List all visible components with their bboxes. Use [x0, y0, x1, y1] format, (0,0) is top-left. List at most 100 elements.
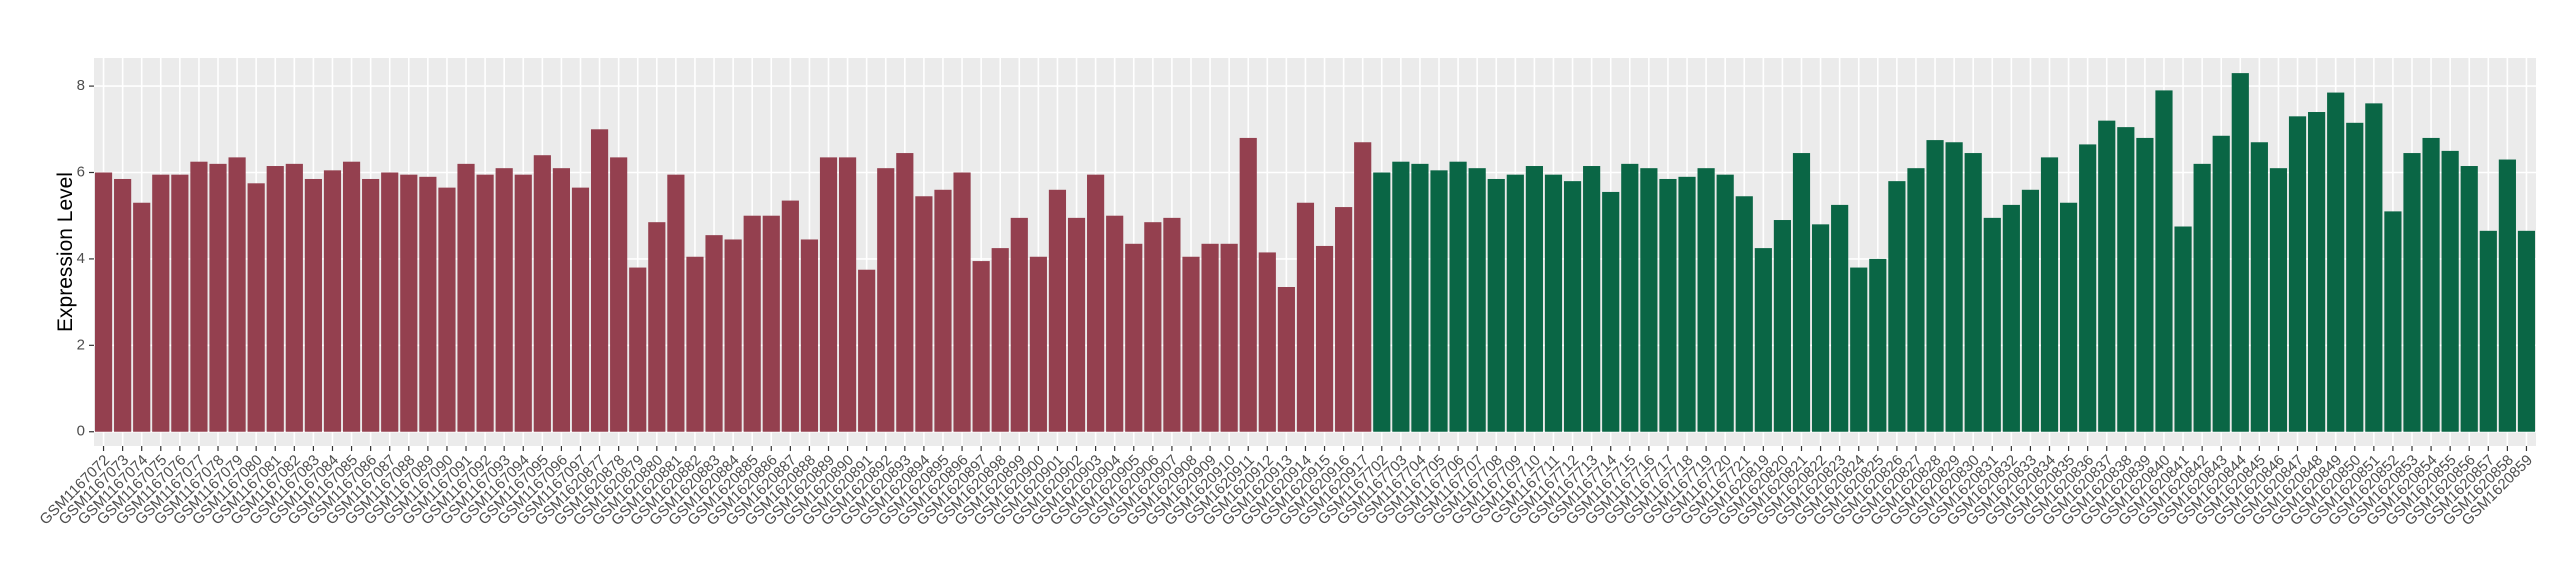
bar	[571, 187, 590, 432]
bar	[877, 168, 895, 432]
bar	[2136, 137, 2154, 432]
bar	[1029, 256, 1047, 432]
bar	[2212, 135, 2230, 432]
y-tick-label: 6	[77, 163, 85, 180]
bar	[247, 183, 265, 432]
bar	[1659, 178, 1677, 432]
y-tick-label: 2	[77, 336, 85, 353]
y-axis-label: Expression Level	[54, 172, 77, 332]
bar	[2250, 142, 2268, 432]
bar	[495, 168, 513, 432]
bar	[1354, 142, 1372, 432]
bar	[1716, 174, 1734, 432]
bar	[1583, 166, 1601, 432]
bar	[2231, 73, 2249, 432]
bar	[2288, 116, 2307, 432]
bar	[1735, 196, 1753, 432]
bar	[953, 172, 971, 432]
y-tick-label: 4	[77, 250, 85, 267]
bar	[1182, 256, 1200, 432]
bar	[1907, 168, 1925, 432]
bar	[1811, 224, 1830, 432]
bar	[552, 168, 570, 432]
bar	[839, 157, 857, 432]
bar	[228, 157, 246, 432]
bar	[2040, 157, 2059, 432]
bar	[1678, 176, 1696, 432]
bar	[762, 215, 780, 432]
bar	[667, 174, 685, 432]
bar	[991, 248, 1009, 432]
bar	[2441, 150, 2459, 432]
bar	[342, 161, 361, 432]
bar	[2498, 159, 2516, 432]
bar	[1754, 248, 1772, 432]
bar	[2174, 226, 2192, 432]
bar	[381, 172, 399, 432]
bar	[362, 178, 380, 432]
bar	[1773, 220, 1791, 432]
bar	[152, 174, 170, 432]
bar	[972, 261, 990, 432]
bar	[1850, 267, 1868, 432]
bar	[266, 166, 284, 432]
bar	[1487, 178, 1505, 432]
bar	[934, 189, 952, 432]
bar	[1106, 215, 1124, 432]
bar	[1411, 163, 1429, 432]
bar	[1048, 189, 1067, 432]
bar	[1468, 168, 1486, 432]
y-tick-label: 8	[77, 77, 85, 94]
bar	[1621, 163, 1639, 432]
bar	[590, 129, 609, 432]
bar	[2460, 166, 2478, 432]
bar	[2002, 204, 2020, 432]
bar	[514, 174, 532, 432]
bar	[2403, 153, 2421, 432]
bar	[800, 239, 819, 432]
bar	[2384, 211, 2402, 432]
bar	[209, 163, 227, 432]
bar	[285, 163, 303, 432]
bar	[2117, 127, 2135, 432]
bar	[1945, 142, 1963, 432]
bar	[2365, 103, 2383, 432]
bar	[724, 239, 742, 432]
bar	[1335, 207, 1353, 432]
bar	[1640, 168, 1658, 432]
bar	[781, 200, 799, 432]
bar	[743, 215, 761, 432]
bar	[476, 174, 494, 432]
bar	[133, 202, 151, 432]
bar	[94, 172, 113, 432]
bar	[1506, 174, 1524, 432]
bar	[171, 174, 189, 432]
bar	[1144, 222, 1162, 432]
bar	[915, 196, 933, 432]
bar	[2346, 122, 2364, 432]
bar	[2079, 144, 2097, 432]
bar	[1869, 258, 1887, 432]
bar	[648, 222, 666, 432]
bar	[1964, 153, 1982, 432]
bar	[1315, 245, 1334, 432]
bar	[1430, 170, 1448, 432]
bar	[323, 170, 342, 432]
bar	[2517, 230, 2536, 432]
bar	[114, 178, 132, 432]
bar	[1525, 166, 1543, 432]
bar	[438, 187, 456, 432]
bar	[2155, 90, 2173, 432]
bar	[1602, 191, 1620, 432]
bar	[705, 235, 723, 432]
bar	[1125, 243, 1143, 432]
bar	[1201, 243, 1219, 432]
bar	[419, 176, 437, 432]
bar	[2060, 202, 2078, 432]
bar	[1239, 137, 1257, 432]
bar	[2098, 120, 2116, 432]
bar	[1163, 217, 1181, 432]
bar	[2193, 163, 2211, 432]
bar	[1258, 252, 1276, 432]
